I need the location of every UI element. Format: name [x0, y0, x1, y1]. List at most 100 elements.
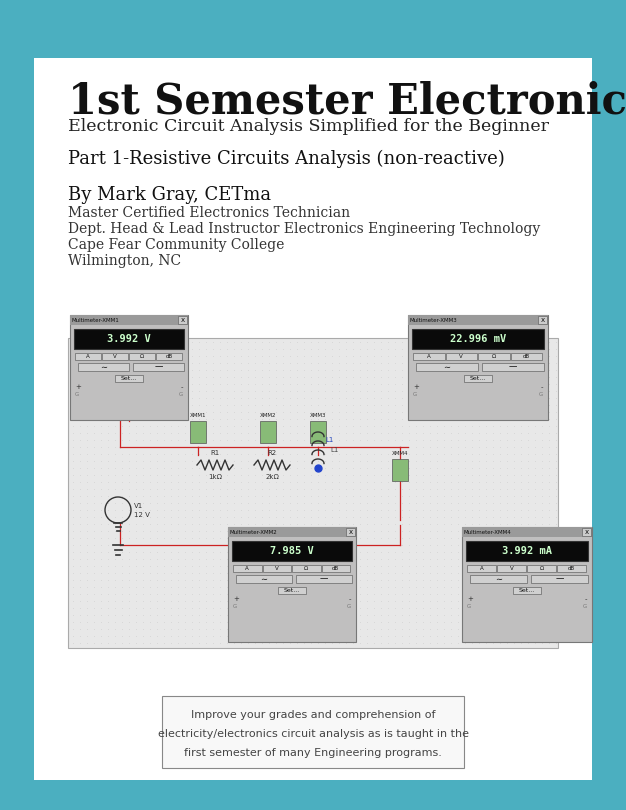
Bar [557, 565, 586, 572]
Text: Set...: Set... [121, 376, 137, 381]
Bar [510, 353, 542, 360]
Text: Dept. Head & Lead Instructor Electronics Engineering Technology: Dept. Head & Lead Instructor Electronics… [68, 222, 540, 236]
Text: 2kΩ: 2kΩ [265, 474, 279, 480]
Bar [531, 575, 588, 583]
Text: A: A [245, 566, 249, 571]
Text: V: V [459, 354, 463, 359]
Text: G: G [233, 604, 237, 609]
Text: Ω: Ω [491, 354, 496, 359]
Bar [582, 528, 591, 536]
Text: ∼: ∼ [443, 363, 451, 372]
Bar [527, 565, 556, 572]
Text: +: + [413, 384, 419, 390]
Bar [262, 565, 291, 572]
Text: Set...: Set... [284, 588, 300, 593]
Text: electricity/electronics circuit analysis as is taught in the: electricity/electronics circuit analysis… [158, 729, 468, 739]
Text: +: + [233, 596, 239, 602]
Text: Set...: Set... [470, 376, 486, 381]
Text: Improve your grades and comprehension of: Improve your grades and comprehension of [191, 710, 435, 720]
Text: L1: L1 [325, 437, 334, 443]
Bar [75, 353, 101, 360]
Text: -: - [585, 596, 587, 602]
Text: Multimeter-XMM1: Multimeter-XMM1 [72, 318, 120, 322]
Bar [467, 565, 496, 572]
Bar [592, 58, 626, 780]
Bar [232, 541, 352, 561]
Bar [228, 527, 356, 537]
Bar [70, 315, 188, 325]
Text: G: G [467, 604, 471, 609]
Bar [408, 315, 548, 325]
Bar [278, 587, 306, 594]
Text: 3.992 mA: 3.992 mA [502, 546, 552, 556]
Bar [416, 363, 478, 371]
Text: x: x [349, 529, 352, 535]
Text: +: + [75, 384, 81, 390]
Text: first semester of many Engineering programs.: first semester of many Engineering progr… [184, 748, 442, 758]
Text: By Mark Gray, CETma: By Mark Gray, CETma [68, 186, 271, 204]
Text: -: - [540, 384, 543, 390]
Text: G: G [347, 604, 351, 609]
Bar [346, 528, 355, 536]
Bar [0, 780, 626, 810]
Text: Multimeter-XMM2: Multimeter-XMM2 [230, 530, 278, 535]
Text: ∼: ∼ [260, 574, 267, 583]
Text: 12 V: 12 V [134, 512, 150, 518]
Bar [412, 329, 544, 349]
Text: G: G [583, 604, 587, 609]
Bar [102, 353, 128, 360]
Text: 1kΩ: 1kΩ [208, 474, 222, 480]
Bar [162, 696, 464, 768]
Bar [0, 58, 34, 780]
Bar [228, 527, 356, 642]
Bar [513, 587, 541, 594]
Bar [78, 363, 129, 371]
Text: Master Certified Electronics Technician: Master Certified Electronics Technician [68, 206, 350, 220]
Text: V: V [510, 566, 513, 571]
Text: XMM4: XMM4 [392, 451, 408, 456]
Text: -: - [349, 596, 351, 602]
Bar [296, 575, 352, 583]
Bar [260, 421, 276, 443]
Text: Ω: Ω [140, 354, 144, 359]
Text: XMM3: XMM3 [310, 413, 326, 418]
Text: XMM1: XMM1 [190, 413, 206, 418]
Bar [74, 329, 184, 349]
Bar [236, 575, 292, 583]
Text: dB: dB [332, 566, 339, 571]
Bar [178, 316, 187, 324]
Bar [322, 565, 350, 572]
Text: ∼: ∼ [495, 574, 502, 583]
Text: Multimeter-XMM4: Multimeter-XMM4 [464, 530, 511, 535]
Bar [470, 575, 527, 583]
Text: dB: dB [165, 354, 173, 359]
Text: V: V [113, 354, 117, 359]
Bar [129, 353, 155, 360]
Text: XMM2: XMM2 [260, 413, 276, 418]
Text: V: V [275, 566, 279, 571]
Bar [446, 353, 477, 360]
Bar [292, 565, 321, 572]
Text: -: - [180, 384, 183, 390]
Text: Ω: Ω [540, 566, 543, 571]
Text: 1st Semester Electronics: 1st Semester Electronics [68, 80, 626, 122]
Bar [413, 353, 444, 360]
Text: Ω: Ω [304, 566, 309, 571]
Bar [133, 363, 184, 371]
Text: Multimeter-XMM3: Multimeter-XMM3 [410, 318, 458, 322]
Text: V1: V1 [134, 503, 143, 509]
Text: —: — [509, 363, 517, 372]
Text: dB: dB [568, 566, 575, 571]
Text: G: G [75, 393, 80, 398]
Text: —: — [555, 574, 563, 583]
Text: ∼: ∼ [100, 363, 107, 372]
Text: G: G [413, 393, 418, 398]
Text: x: x [180, 317, 185, 323]
Bar [68, 338, 558, 648]
Bar [0, 0, 626, 58]
Bar [310, 421, 326, 443]
Bar [233, 565, 262, 572]
Bar [392, 459, 408, 481]
Text: A: A [427, 354, 431, 359]
Text: —: — [320, 574, 328, 583]
